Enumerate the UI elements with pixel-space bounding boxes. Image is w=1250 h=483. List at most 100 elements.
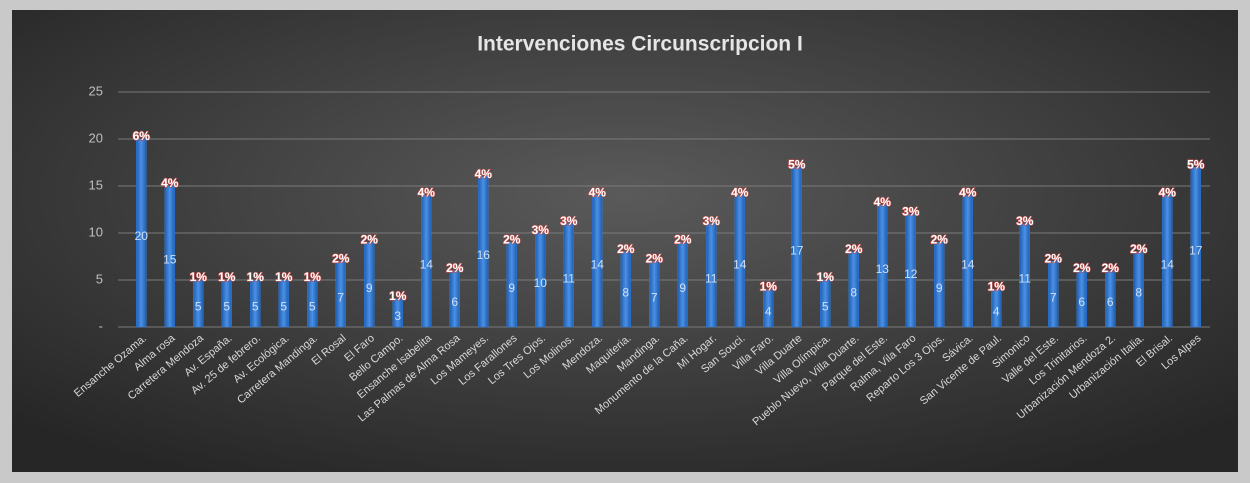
- bar: [421, 195, 432, 328]
- percent-label: 2%: [1073, 261, 1091, 275]
- percent-label: 2%: [1102, 261, 1120, 275]
- percent-label: 4%: [959, 186, 977, 200]
- value-label: 5: [280, 300, 287, 314]
- bar: [307, 279, 318, 328]
- percent-label: 3%: [902, 204, 920, 218]
- bar: [1105, 270, 1116, 328]
- bar: [278, 279, 289, 328]
- bar: [706, 223, 717, 328]
- value-label: 8: [1135, 286, 1142, 300]
- bar: [250, 279, 261, 328]
- value-label: 8: [850, 286, 857, 300]
- percent-label: 1%: [760, 280, 778, 294]
- value-label: 12: [904, 267, 918, 281]
- value-label: 6: [1107, 295, 1114, 309]
- percent-label: 4%: [1159, 186, 1177, 200]
- value-label: 10: [534, 276, 548, 290]
- bar: [221, 279, 232, 328]
- value-label: 11: [1019, 271, 1032, 285]
- percent-label: 2%: [845, 242, 863, 256]
- percent-label: 2%: [1045, 251, 1063, 265]
- value-label: 5: [252, 300, 259, 314]
- value-label: 13: [876, 262, 890, 276]
- percent-label: 4%: [731, 186, 749, 200]
- percent-label: 2%: [1130, 242, 1148, 256]
- value-label: 5: [195, 300, 202, 314]
- value-label: 11: [705, 271, 718, 285]
- bar: [1048, 260, 1059, 328]
- value-label: 9: [679, 281, 686, 295]
- value-label: 4: [765, 304, 772, 318]
- bar: [677, 242, 688, 328]
- value-label: 9: [508, 281, 515, 295]
- bar: [478, 176, 489, 328]
- value-label: 15: [163, 253, 177, 267]
- percent-label: 3%: [1016, 214, 1034, 228]
- value-label: 17: [790, 243, 804, 257]
- percent-label: 1%: [218, 270, 236, 284]
- chart-title: Intervenciones Circunscripcion I: [477, 33, 803, 56]
- percent-label: 2%: [931, 233, 949, 247]
- value-label: 14: [1161, 257, 1175, 271]
- bar: [592, 195, 603, 328]
- percent-label: 4%: [418, 186, 436, 200]
- bar: [193, 279, 204, 328]
- bar: [649, 260, 660, 328]
- y-tick-label: -: [99, 318, 103, 333]
- value-label: 14: [961, 257, 975, 271]
- bar: [1133, 251, 1144, 328]
- value-label: 8: [622, 286, 629, 300]
- percent-label: 6%: [133, 129, 151, 143]
- value-label: 3: [394, 309, 401, 323]
- bar: [392, 298, 403, 328]
- value-label: 4: [993, 304, 1000, 318]
- y-tick-label: 25: [89, 83, 103, 98]
- value-label: 20: [135, 229, 149, 243]
- percent-label: 1%: [275, 270, 293, 284]
- percent-label: 4%: [475, 167, 493, 181]
- percent-label: 2%: [674, 233, 692, 247]
- value-label: 7: [337, 290, 344, 304]
- bar: [877, 204, 888, 328]
- percent-label: 1%: [817, 270, 835, 284]
- value-label: 14: [420, 257, 434, 271]
- bar: [563, 223, 574, 328]
- percent-label: 5%: [788, 157, 806, 171]
- bar: [791, 166, 802, 328]
- bar: [1190, 166, 1201, 328]
- bar: [905, 213, 916, 328]
- value-label: 11: [563, 271, 576, 285]
- percent-label: 5%: [1187, 157, 1205, 171]
- percent-label: 2%: [646, 251, 664, 265]
- percent-label: 3%: [703, 214, 721, 228]
- value-label: 9: [366, 281, 373, 295]
- y-tick-label: 5: [96, 271, 103, 286]
- value-label: 5: [309, 300, 316, 314]
- bar: [820, 279, 831, 328]
- percent-label: 1%: [304, 270, 322, 284]
- percent-label: 3%: [560, 214, 578, 228]
- bar: [364, 242, 375, 328]
- value-label: 17: [1189, 243, 1203, 257]
- value-label: 14: [591, 257, 605, 271]
- y-tick-label: 15: [89, 177, 103, 192]
- percent-label: 1%: [190, 270, 208, 284]
- value-label: 5: [822, 300, 829, 314]
- percent-label: 2%: [332, 251, 350, 265]
- value-label: 9: [936, 281, 943, 295]
- bar: [1162, 195, 1173, 328]
- bar: [335, 260, 346, 328]
- percent-label: 1%: [247, 270, 265, 284]
- value-label: 5: [223, 300, 230, 314]
- percent-label: 4%: [589, 186, 607, 200]
- bar: [848, 251, 859, 328]
- y-tick-label: 10: [89, 224, 103, 239]
- percent-label: 3%: [532, 223, 550, 237]
- percent-label: 2%: [617, 242, 635, 256]
- bar: [620, 251, 631, 328]
- percent-label: 4%: [874, 195, 892, 209]
- bar: [991, 289, 1002, 328]
- value-label: 6: [1078, 295, 1085, 309]
